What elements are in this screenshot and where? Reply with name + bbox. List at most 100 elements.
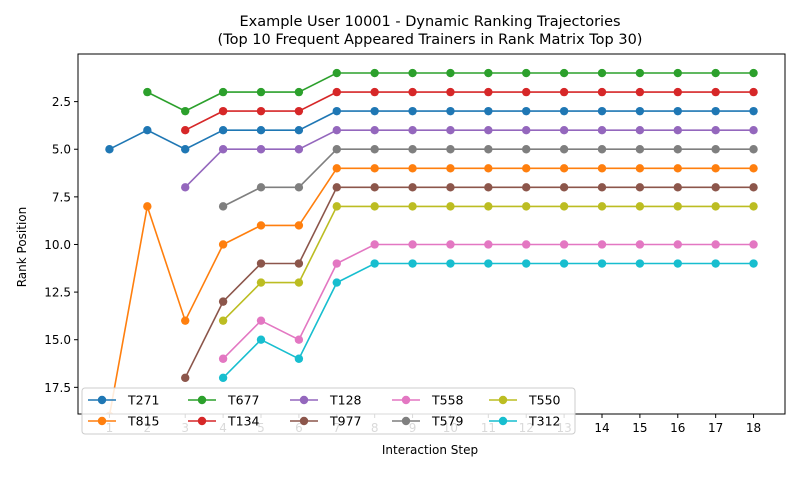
- data-point-T312: [522, 259, 531, 268]
- data-point-T550: [446, 202, 455, 211]
- y-tick-label: 12.5: [44, 286, 71, 300]
- data-point-T977: [711, 183, 720, 192]
- data-point-T677: [673, 68, 682, 78]
- data-point-T677: [522, 68, 531, 78]
- data-point-T815: [522, 164, 531, 173]
- data-point-T271: [673, 106, 682, 116]
- data-point-T558: [446, 240, 455, 249]
- data-point-T128: [673, 125, 682, 135]
- data-point-T677: [446, 68, 455, 78]
- data-point-T677: [181, 106, 190, 116]
- data-point-T558: [370, 240, 379, 249]
- data-point-T271: [711, 106, 720, 116]
- data-point-T977: [522, 183, 531, 192]
- series-T550: [218, 202, 758, 325]
- legend-item-T550: T550: [489, 393, 561, 408]
- data-point-T271: [559, 106, 569, 116]
- data-point-T977: [597, 183, 607, 192]
- data-point-T815: [597, 164, 607, 173]
- data-point-T550: [408, 202, 417, 211]
- data-point-T312: [408, 259, 417, 268]
- data-point-T550: [711, 202, 720, 211]
- series-T579: [218, 145, 758, 211]
- data-point-T977: [294, 259, 304, 268]
- data-point-T579: [256, 183, 266, 192]
- legend-label: T977: [329, 414, 362, 429]
- x-tick-label: 18: [746, 421, 761, 435]
- y-axis-label: Rank Position: [15, 207, 29, 288]
- data-point-T558: [522, 240, 531, 249]
- data-point-T271: [105, 145, 114, 154]
- legend-item-T815: T815: [88, 414, 160, 429]
- legend-label: T271: [127, 393, 160, 408]
- data-point-T550: [522, 202, 531, 211]
- data-point-T550: [749, 202, 758, 211]
- data-point-T558: [711, 240, 720, 249]
- legend-item-T558: T558: [392, 393, 464, 408]
- data-point-T134: [370, 87, 379, 97]
- data-point-T558: [408, 240, 417, 249]
- data-point-T815: [370, 164, 379, 173]
- legend-label: T128: [329, 393, 362, 408]
- data-point-T128: [484, 125, 493, 135]
- data-point-T134: [559, 87, 569, 97]
- data-point-T271: [332, 106, 341, 116]
- data-point-T977: [559, 183, 569, 192]
- data-point-T977: [256, 259, 266, 268]
- series-line-T977: [184, 186, 754, 379]
- data-point-T271: [181, 145, 190, 154]
- data-point-T677: [218, 87, 228, 97]
- data-point-T815: [332, 164, 341, 173]
- data-point-T134: [484, 87, 493, 97]
- data-point-T312: [294, 354, 304, 363]
- data-point-T312: [218, 373, 228, 383]
- data-point-T271: [597, 106, 607, 116]
- chart-title: Example User 10001 - Dynamic Ranking Tra…: [239, 14, 620, 30]
- legend-item-T134: T134: [188, 414, 260, 429]
- data-point-T134: [218, 106, 228, 116]
- legend: T271 T815 T677 T134 T128 T977 T558 T579 T550 T312: [81, 387, 576, 435]
- data-point-T579: [635, 145, 645, 154]
- data-point-T677: [143, 87, 152, 97]
- data-point-T579: [711, 145, 720, 154]
- legend-label: T579: [431, 414, 464, 429]
- data-point-T815: [181, 316, 190, 325]
- data-point-T128: [559, 125, 569, 135]
- data-point-T579: [484, 145, 493, 154]
- data-point-T815: [446, 164, 455, 173]
- data-point-T312: [559, 259, 569, 268]
- legend-item-T579: T579: [392, 414, 464, 429]
- x-tick-label: 15: [632, 421, 647, 435]
- data-point-T677: [408, 68, 417, 78]
- data-point-T558: [332, 259, 341, 268]
- data-point-T128: [218, 145, 228, 154]
- data-point-T677: [332, 68, 341, 78]
- data-point-T677: [711, 68, 720, 78]
- y-tick-label: 7.5: [52, 190, 71, 204]
- data-point-T579: [370, 145, 379, 154]
- data-point-T677: [256, 87, 266, 97]
- legend-swatch-marker: [97, 395, 107, 405]
- chart-subtitle: (Top 10 Frequent Appeared Trainers in Ra…: [218, 32, 643, 48]
- data-point-T815: [749, 164, 758, 173]
- data-point-T558: [635, 240, 645, 249]
- data-point-T579: [522, 145, 531, 154]
- data-point-T128: [294, 145, 304, 154]
- data-point-T815: [635, 164, 645, 173]
- data-point-T550: [218, 316, 228, 325]
- series-T677: [143, 68, 758, 116]
- plot-area: 123456789101112131415161718 2.55.07.510.…: [44, 53, 786, 435]
- data-point-T312: [749, 259, 758, 268]
- data-point-T128: [256, 145, 266, 154]
- data-point-T677: [370, 68, 379, 78]
- x-tick-label: 17: [708, 421, 723, 435]
- legend-swatch-marker: [197, 395, 207, 405]
- data-point-T128: [749, 125, 758, 135]
- data-point-T312: [370, 259, 379, 268]
- x-axis-label: Interaction Step: [382, 443, 478, 457]
- data-point-T271: [143, 125, 152, 135]
- data-point-T815: [559, 164, 569, 173]
- x-tick-label: 16: [670, 421, 685, 435]
- data-point-T977: [218, 297, 228, 306]
